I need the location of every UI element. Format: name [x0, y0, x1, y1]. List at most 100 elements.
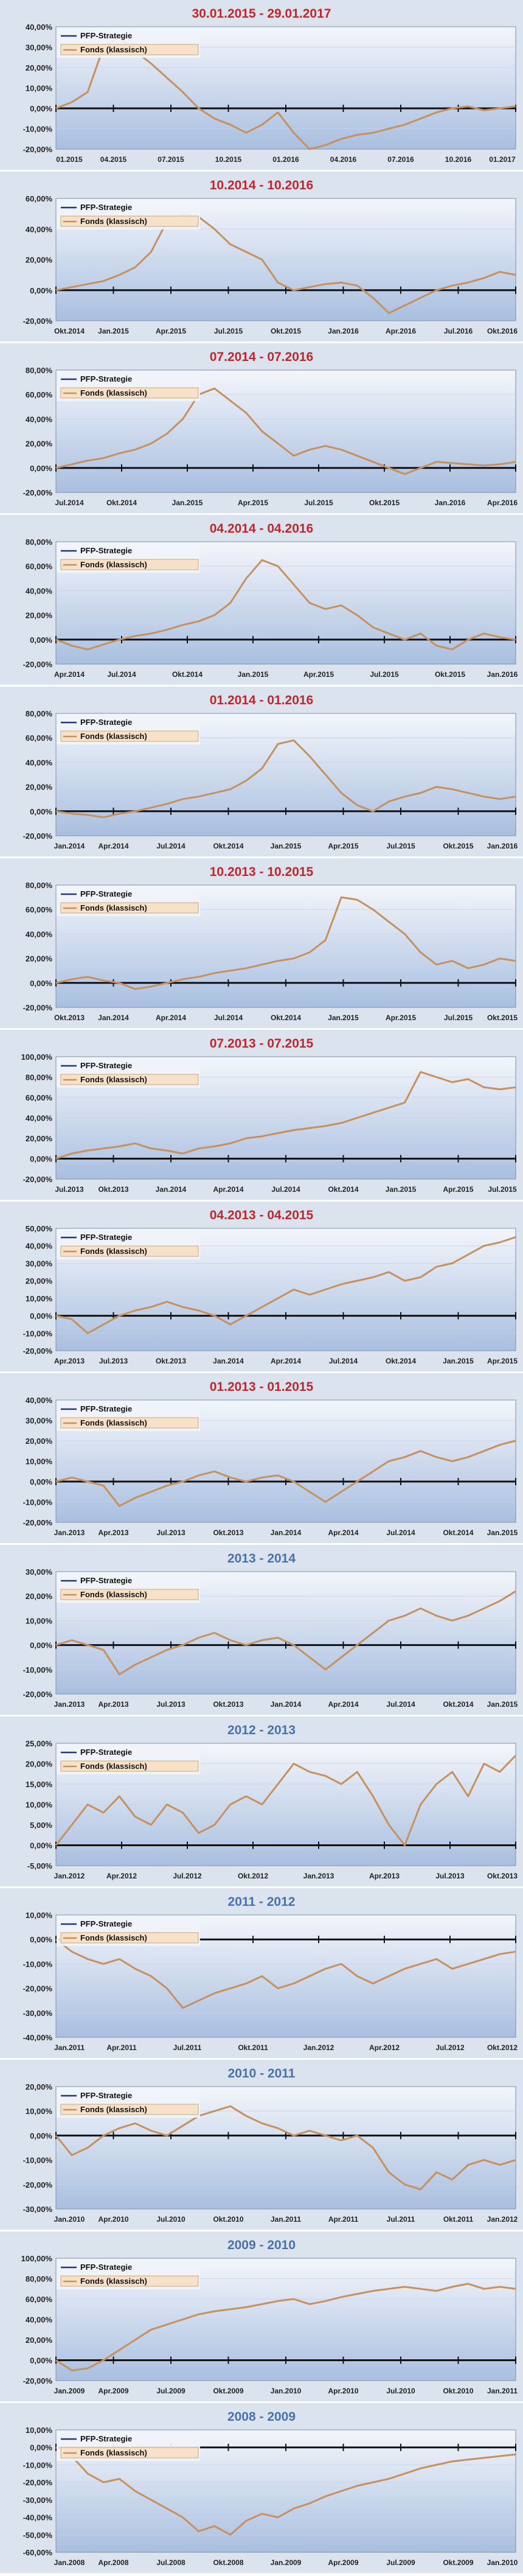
y-tick-label: 40,00%	[26, 929, 53, 939]
y-tick-label: 20,00%	[26, 1760, 53, 1769]
x-tick-label: Okt.2013	[98, 1185, 128, 1194]
x-tick-label: Jan.2010	[271, 2387, 302, 2395]
chart-panel: 07.2014 - 07.2016 -20,00% 0,00% 20,00% 40,00…	[0, 343, 523, 513]
line-chart: 2010 - 2011 -30,00% -20,00% -10,00% 0,00% 10,…	[23, 2067, 518, 2224]
x-tick-label: Jan.2016	[487, 670, 518, 679]
y-tick-label: -10,00%	[23, 1329, 53, 1338]
y-tick-label: -20,00%	[23, 1175, 53, 1184]
x-tick-label: Jan.2010	[54, 2215, 85, 2224]
y-tick-label: 0,00%	[30, 1841, 52, 1850]
y-tick-label: -40,00%	[23, 2033, 53, 2042]
y-tick-label: 80,00%	[26, 366, 53, 375]
y-tick-label: 20,00%	[26, 1437, 53, 1446]
x-tick-label: Jan.2014	[98, 1013, 129, 1022]
legend-strategy-label: PFP-Strategie	[80, 1576, 132, 1585]
chart-title: 2008 - 2009	[227, 2410, 296, 2424]
legend: PFP-Strategie Fonds (klassisch)	[57, 1401, 200, 1431]
legend: PFP-Strategie Fonds (klassisch)	[57, 27, 200, 58]
x-tick-label: Apr.2014	[328, 1700, 358, 1709]
legend-fund-swatch	[60, 2447, 199, 2459]
x-tick-label: Jul.2013	[99, 1357, 128, 1365]
x-tick-label: Okt.2012	[487, 2043, 518, 2052]
x-tick-label: Apr.2012	[369, 2043, 400, 2052]
legend-strategy-label: PFP-Strategie	[80, 889, 132, 898]
x-tick-label: 10.2015	[215, 155, 242, 164]
x-tick-label: Jul.2014	[156, 842, 185, 850]
legend-fund-swatch	[60, 215, 199, 227]
chart-panel: 30.01.2015 - 29.01.2017 -20,00% -10,00% 0,0…	[0, 0, 523, 170]
x-tick-label: Apr.2015	[443, 1185, 473, 1194]
x-tick-label: Apr.2015	[238, 499, 268, 507]
chart-title: 2013 - 2014	[227, 1552, 296, 1566]
legend-fund-label: Fonds (klassisch)	[80, 1247, 147, 1256]
legend-strategy-label: PFP-Strategie	[80, 374, 132, 383]
y-tick-label: -20,00%	[23, 317, 53, 326]
y-tick-label: -20,00%	[23, 2180, 53, 2189]
chart-panel: 2011 - 2012 -40,00% -30,00% -20,00% -10,00% 0…	[0, 1888, 523, 2058]
x-tick-label: Jan.2013	[54, 1528, 85, 1537]
y-tick-label: 20,00%	[26, 954, 53, 964]
y-tick-label: -40,00%	[23, 2513, 53, 2522]
x-tick-label: Jul.2014	[107, 670, 136, 679]
chart-panel: 01.2013 - 01.2015 -20,00% -10,00% 0,00% 10,0…	[0, 1373, 523, 1543]
x-tick-label: 07.2016	[387, 155, 414, 164]
x-tick-label: Jan.2014	[54, 842, 85, 850]
legend-strategy-label: PFP-Strategie	[80, 1233, 132, 1242]
fund-series-line	[55, 1440, 516, 1507]
legend-fund-label: Fonds (klassisch)	[80, 388, 147, 397]
legend-fund-label: Fonds (klassisch)	[80, 217, 147, 226]
legend-fund-label: Fonds (klassisch)	[80, 2448, 147, 2457]
y-tick-label: 10,00%	[26, 1616, 53, 1625]
x-tick-label: Apr.2014	[98, 842, 128, 850]
y-tick-label: 30,00%	[26, 43, 53, 52]
fund-series-line	[55, 1755, 517, 1846]
fund-series-line	[55, 2283, 516, 2371]
line-chart: 10.2013 - 10.2015 -20,00% 0,00% 20,00% 40,00…	[23, 865, 518, 1022]
x-tick-label: Jul.2009	[156, 2387, 185, 2395]
line-chart: 07.2014 - 07.2016 -20,00% 0,00% 20,00% 40,00…	[23, 350, 518, 507]
y-tick-label: -20,00%	[23, 660, 53, 669]
y-tick-label: 0,00%	[30, 2131, 52, 2140]
y-tick-label: 0,00%	[30, 807, 52, 816]
line-chart: 10.2014 - 10.2016 -20,00% 0,00% 20,00% 40,00…	[23, 178, 518, 335]
x-tick-label: Jan.2015	[271, 842, 302, 850]
x-tick-label: Jul.2011	[173, 2043, 202, 2052]
x-tick-label: Apr.2014	[328, 1528, 358, 1537]
x-tick-label: Jul.2015	[370, 670, 399, 679]
y-tick-label: 80,00%	[26, 537, 53, 547]
legend-fund-swatch	[60, 1932, 199, 1944]
x-tick-label: Jan.2008	[54, 2558, 85, 2567]
legend-fund-label: Fonds (klassisch)	[80, 45, 147, 54]
x-tick-label: Jul.2015	[386, 842, 415, 850]
x-tick-label: Apr.2015	[328, 842, 358, 850]
chart-title: 2010 - 2011	[228, 2067, 296, 2081]
x-tick-label: Jul.2014	[386, 1528, 415, 1537]
legend-fund-swatch	[60, 1074, 199, 1085]
line-chart: 01.2014 - 01.2016 -20,00% 0,00% 20,00% 40,00…	[23, 693, 518, 850]
x-tick-label: Jan.2015	[386, 1185, 417, 1194]
x-tick-label: 04.2015	[100, 155, 127, 164]
y-tick-label: 20,00%	[26, 1134, 53, 1143]
chart-title: 2012 - 2013	[227, 1723, 296, 1737]
x-tick-label: Okt.2014	[271, 1013, 301, 1022]
y-tick-label: 0,00%	[30, 979, 52, 988]
legend-strategy-label: PFP-Strategie	[80, 2263, 132, 2272]
x-tick-label: Apr.2010	[98, 2215, 128, 2224]
chart-title: 2011 - 2012	[228, 1895, 296, 1909]
legend: PFP-Strategie Fonds (klassisch)	[57, 714, 200, 744]
x-tick-label: Jul.2015	[304, 499, 333, 507]
y-tick-label: 0,00%	[30, 1155, 52, 1164]
x-tick-label: Apr.2014	[213, 1185, 243, 1194]
y-tick-label: 0,00%	[30, 1641, 52, 1650]
x-tick-label: Jan.2011	[271, 2215, 301, 2224]
x-tick-label: Jul.2011	[387, 2215, 415, 2224]
y-tick-label: 100,00%	[21, 1052, 53, 1062]
x-tick-label: Okt.2014	[443, 1700, 473, 1709]
x-tick-label: Okt.2014	[54, 327, 85, 335]
fund-series-line	[55, 559, 516, 651]
x-tick-label: Okt.2014	[172, 670, 203, 679]
y-tick-label: -30,00%	[23, 2496, 53, 2505]
y-tick-label: 20,00%	[26, 439, 53, 449]
x-tick-label: Okt.2012	[238, 1872, 268, 1880]
x-tick-label: Jan.2012	[303, 2043, 334, 2052]
